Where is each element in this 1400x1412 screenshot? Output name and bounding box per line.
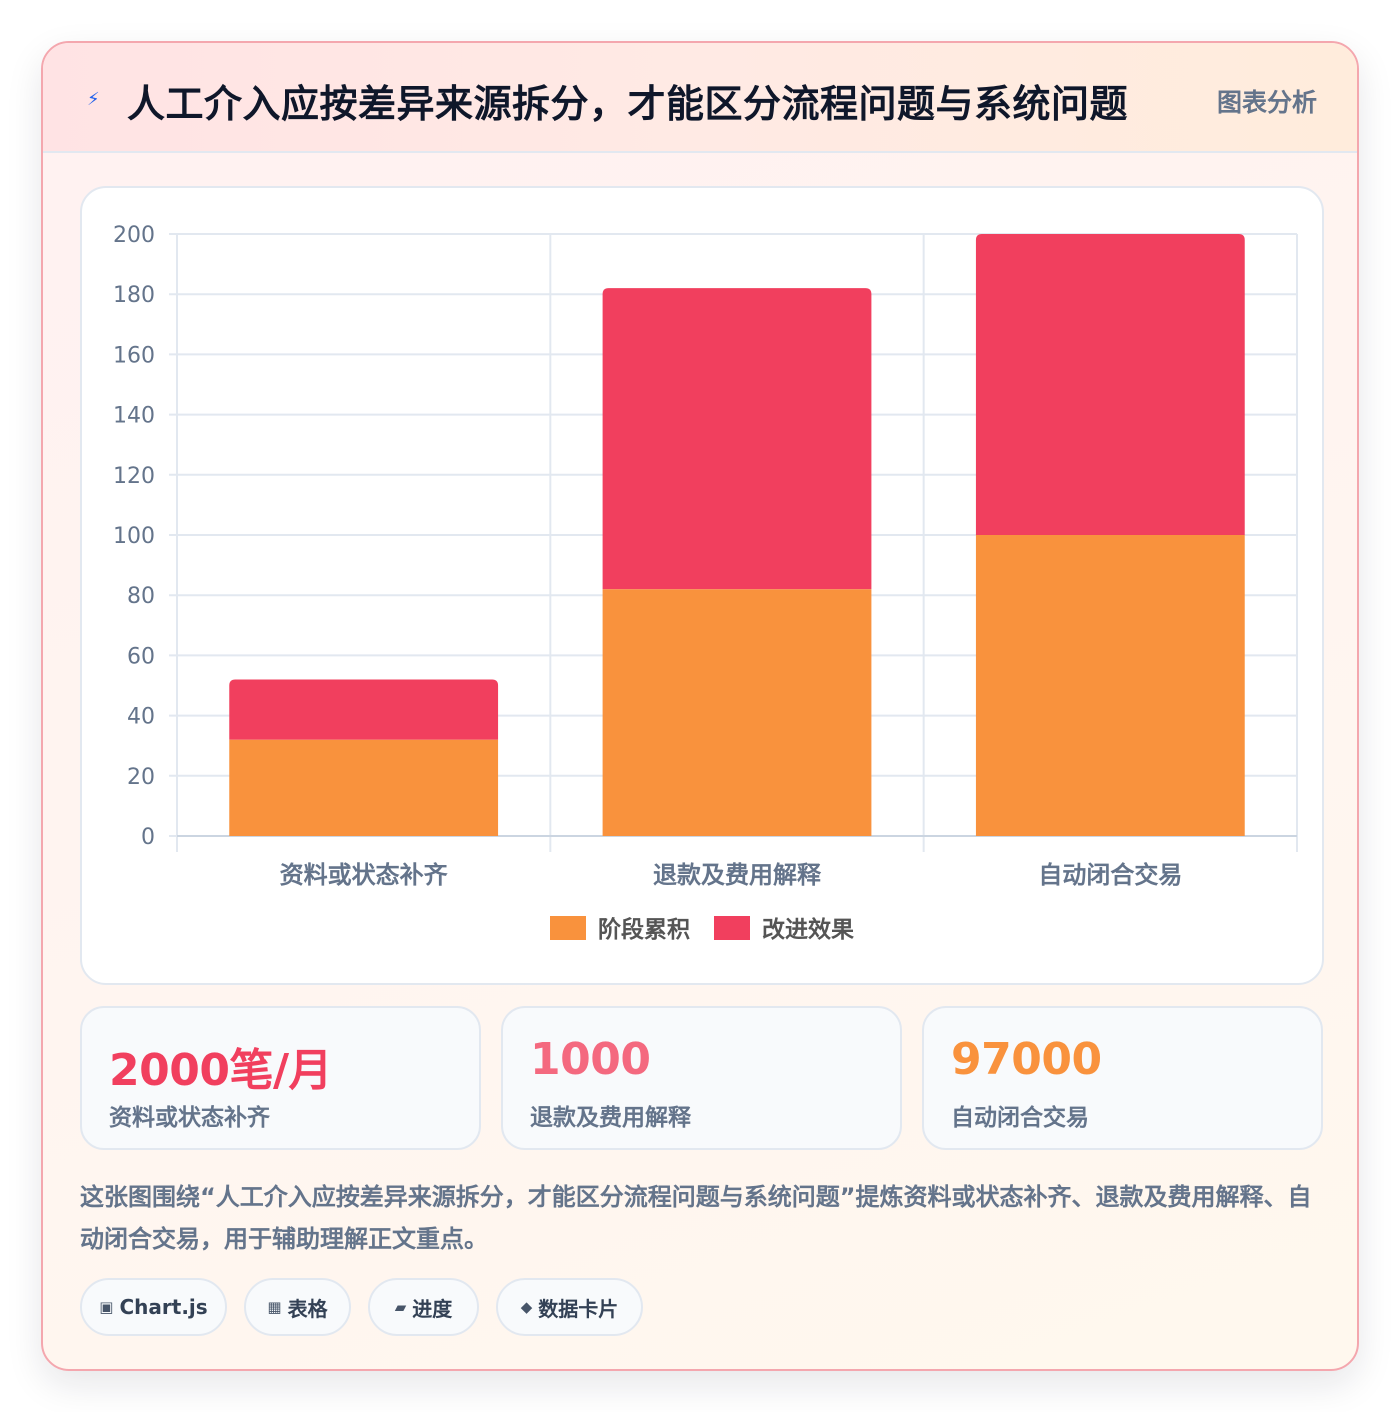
x-tick-label: 资料或状态补齐 (280, 861, 449, 889)
legend-label: 改进效果 (762, 916, 854, 943)
legend-label: 阶段累积 (598, 916, 690, 943)
stat-value: 2000笔/月 (109, 1045, 333, 1096)
bar-segment (975, 234, 1245, 535)
chip-label: 进度 (412, 1296, 453, 1321)
table-icon: ▦ (267, 1298, 282, 1316)
x-tick-label: 退款及费用解释 (653, 861, 822, 889)
stat-value: 1000 (530, 1034, 651, 1085)
bar-segment (229, 739, 499, 836)
stacked-bar-chart: 0 20 40 60 80 100 120 140 160 180 200 资料或状态补齐 退款及费用解… (113, 223, 1298, 943)
card-title: 人工介入应按差异来源拆分，才能区分流程问题与系统问题 (127, 82, 1129, 126)
y-tick-label: 160 (113, 343, 155, 368)
y-tick-label: 0 (141, 825, 155, 850)
chip-label: 表格 (287, 1296, 328, 1321)
chip-table[interactable]: ▦ 表格 (244, 1278, 351, 1336)
chart-analysis-tag: 图表分析 (1216, 88, 1317, 117)
chip-progress[interactable]: ▰ 进度 (368, 1278, 479, 1336)
y-tick-label: 140 (113, 404, 155, 429)
y-tick-label: 180 (113, 283, 155, 308)
diamond-icon: ◆ (520, 1298, 533, 1316)
y-tick-label: 40 (127, 705, 155, 730)
stat-label: 资料或状态补齐 (109, 1105, 270, 1131)
y-tick-label: 120 (113, 464, 155, 489)
stat-label: 退款及费用解释 (530, 1105, 691, 1131)
bar-segment (602, 288, 872, 590)
stat-label: 自动闭合交易 (951, 1105, 1089, 1131)
stat-value: 97000 (951, 1034, 1102, 1085)
chart-container: 0 20 40 60 80 100 120 140 160 180 200 资料或状态补齐 退款及费用解… (80, 186, 1324, 985)
chart-description: 这张图围绕“人工介入应按差异来源拆分，才能区分流程问题与系统问题”提炼资料或状态… (80, 1183, 1312, 1253)
y-tick-label: 60 (127, 644, 155, 669)
lightning-icon: ⚡ (87, 89, 100, 110)
chip-data-card[interactable]: ◆ 数据卡片 (496, 1278, 643, 1336)
stat-card: 97000 自动闭合交易 (922, 1006, 1323, 1150)
bar-segment (229, 679, 499, 740)
card-header: ⚡ 人工介入应按差异来源拆分，才能区分流程问题与系统问题 图表分析 (43, 43, 1357, 153)
bar-segment (975, 535, 1245, 836)
y-tick-label: 200 (113, 223, 155, 248)
chip-chartjs[interactable]: ▣ Chart.js (80, 1278, 227, 1336)
legend-swatch (714, 916, 750, 940)
stat-card: 1000 退款及费用解释 (501, 1006, 902, 1150)
chart-icon: ▣ (99, 1298, 114, 1316)
stat-cards: 2000笔/月 资料或状态补齐 1000 退款及费用解释 97000 自动闭合交… (80, 1006, 1324, 1150)
y-tick-label: 80 (127, 584, 155, 609)
y-tick-label: 20 (127, 765, 155, 790)
x-tick-label: 自动闭合交易 (1038, 861, 1182, 889)
chip-label: Chart.js (119, 1295, 208, 1319)
progress-icon: ▰ (394, 1298, 407, 1316)
y-tick-label: 100 (113, 524, 155, 549)
chip-label: 数据卡片 (538, 1296, 619, 1321)
stat-card: 2000笔/月 资料或状态补齐 (80, 1006, 481, 1150)
bar-segment (602, 589, 872, 836)
chart-card: ⚡ 人工介入应按差异来源拆分，才能区分流程问题与系统问题 图表分析 0 20 40 6… (41, 41, 1359, 1371)
legend-swatch (550, 916, 586, 940)
